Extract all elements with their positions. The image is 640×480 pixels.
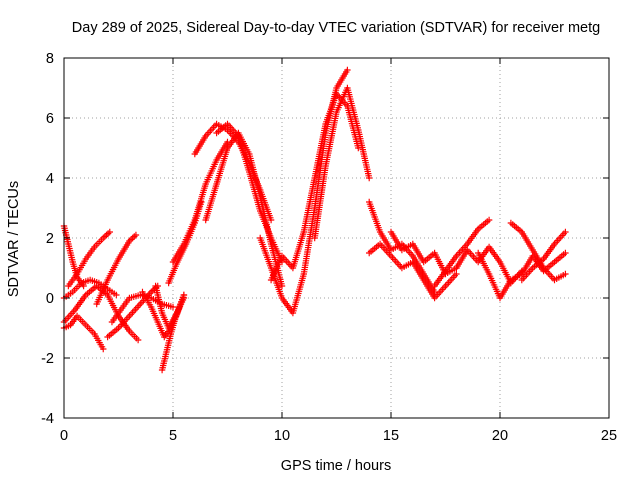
x-tick-label: 15	[383, 428, 399, 444]
series-arc-1	[60, 312, 107, 353]
series-arc-21	[366, 240, 460, 302]
data-point	[169, 303, 177, 311]
series-arc-19	[311, 84, 373, 242]
y-tick-label: 2	[46, 231, 54, 247]
data-point	[562, 249, 569, 257]
data-point	[104, 230, 112, 237]
series-arc-6	[93, 231, 140, 308]
data-point	[562, 228, 569, 236]
axis-ticks: 0 5 10 15 20 25 -4 -2 0 2 4 6 8	[41, 51, 617, 444]
y-tick-label: 6	[46, 111, 54, 127]
data-point	[366, 174, 373, 182]
y-axis-label: SDTVAR / TECUs	[6, 181, 22, 297]
data-points	[60, 66, 569, 374]
x-tick-label: 10	[274, 428, 290, 444]
x-tick-label: 5	[169, 428, 177, 444]
data-point	[103, 231, 110, 239]
y-tick-label: 0	[46, 291, 54, 307]
chart-title: Day 289 of 2025, Sidereal Day-to-day VTE…	[72, 20, 600, 36]
data-point	[129, 234, 136, 242]
series-arc-11	[158, 291, 188, 374]
y-tick-label: -4	[41, 411, 54, 427]
data-point	[100, 345, 107, 353]
data-point	[180, 291, 188, 299]
data-point	[106, 228, 113, 236]
y-tick-label: -2	[41, 351, 54, 367]
series-arc-23	[431, 216, 493, 290]
y-tick-label: 8	[46, 51, 54, 67]
data-point	[113, 291, 120, 299]
series-arc-15	[202, 129, 286, 290]
data-point	[485, 216, 493, 224]
series-arc-17	[257, 66, 351, 317]
data-point	[80, 282, 87, 290]
series-arc-5	[65, 228, 113, 290]
data-point	[132, 231, 140, 239]
data-point	[278, 282, 286, 290]
series-arc-18	[267, 90, 362, 284]
series-arc-25	[475, 249, 569, 302]
x-axis-label: GPS time / hours	[281, 458, 391, 474]
data-point	[127, 236, 135, 243]
series-arc-27	[518, 228, 569, 284]
series-arc-16	[213, 120, 286, 266]
data-point	[453, 270, 460, 278]
data-point	[134, 336, 142, 344]
x-tick-label: 0	[60, 428, 68, 444]
data-point	[131, 233, 138, 240]
data-point	[562, 270, 569, 278]
series-arc-8	[104, 282, 161, 341]
data-point	[101, 233, 109, 240]
data-point	[267, 216, 275, 224]
data-point	[344, 66, 351, 74]
x-tick-label: 25	[601, 428, 617, 444]
x-tick-label: 20	[492, 428, 508, 444]
series-arc-13	[169, 138, 231, 266]
y-tick-label: 4	[46, 171, 54, 187]
